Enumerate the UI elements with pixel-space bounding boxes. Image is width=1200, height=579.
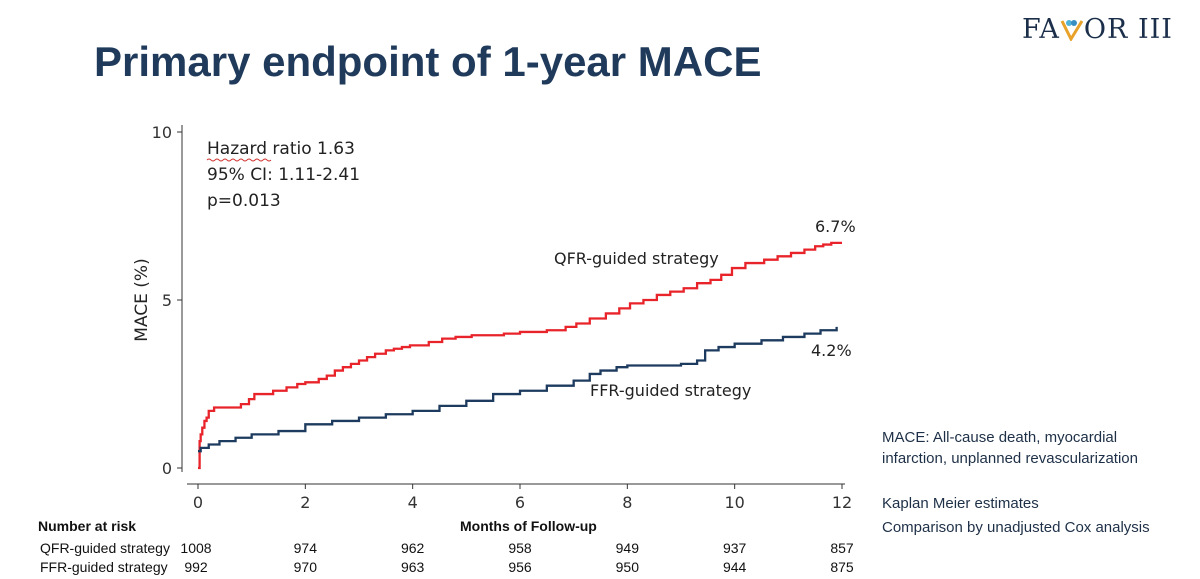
x-tick-label: 6 [515,493,525,512]
comparison-note: Comparison by unadjusted Cox analysis [882,517,1150,538]
spellcheck-squiggle [206,158,272,162]
risk-cell: 937 [722,540,747,556]
qfr-curve [198,241,842,470]
y-axis-title: MACE (%) [132,258,152,341]
y-tick-label: 0 [162,459,172,478]
ffr-curve [198,326,838,453]
method-text: Kaplan Meier estimates [882,495,1039,512]
x-tick-label: 8 [622,493,632,512]
logo-heart-v-icon [1060,20,1084,43]
qfr-series-label: QFR-guided strategy [554,249,719,268]
x-tick-label: 12 [832,493,852,512]
y-tick-label: 5 [162,291,172,310]
risk-cell: 992 [184,559,208,575]
confidence-interval-text: 95% CI: 1.11-2.41 [207,165,360,185]
logo-text-right: OR III [1083,14,1173,45]
risk-cell: 1008 [180,540,212,556]
chart-axes: 0 5 10 0 2 4 6 8 10 12 MACE (%) [132,123,852,512]
ffr-series-label: FFR-guided strategy [590,381,751,400]
risk-cell: 857 [830,540,854,556]
logo-text-left: FA [1022,14,1060,45]
risk-cell: 944 [722,559,747,575]
mace-definition-text: MACE: All-cause death, myocardial infarc… [882,429,1138,467]
qfr-end-label: 6.7% [815,217,856,236]
x-tick-label: 10 [724,493,744,512]
x-tick-label: 4 [408,493,418,512]
y-tick-label: 10 [152,123,172,142]
risk-cell: 970 [293,559,318,575]
risk-cell: 956 [508,559,532,575]
risk-row-ffr-label: FFR-guided strategy [40,559,168,575]
risk-cell: 875 [830,559,854,575]
risk-cell: 962 [400,540,425,556]
hazard-ratio-text: Hazard ratio 1.63 [207,139,355,159]
ffr-end-label: 4.2% [811,341,852,360]
method-note: Kaplan Meier estimates [882,493,1039,514]
risk-row-qfr-label: QFR-guided strategy [40,540,170,556]
chart-curves [198,241,842,470]
risk-table-header: Number at risk [38,518,137,534]
mace-definition-note: MACE: All-cause death, myocardial infarc… [882,427,1182,469]
risk-cell: 958 [508,540,532,556]
favor-iii-logo: FA OR III [1022,14,1173,45]
comparison-text: Comparison by unadjusted Cox analysis [882,519,1150,536]
risk-cell: 949 [615,540,640,556]
x-tick-label: 2 [300,493,310,512]
slide-title: Primary endpoint of 1-year MACE [94,38,762,85]
risk-cell: 974 [293,540,318,556]
p-value-text: p=0.013 [207,191,281,211]
x-axis-title: Months of Follow-up [460,518,597,534]
risk-cell: 950 [615,559,640,575]
x-tick-label: 0 [193,493,203,512]
chart-labels: Hazard ratio 1.63 95% CI: 1.11-2.41 p=0.01… [206,139,856,400]
risk-cell: 963 [400,559,425,575]
